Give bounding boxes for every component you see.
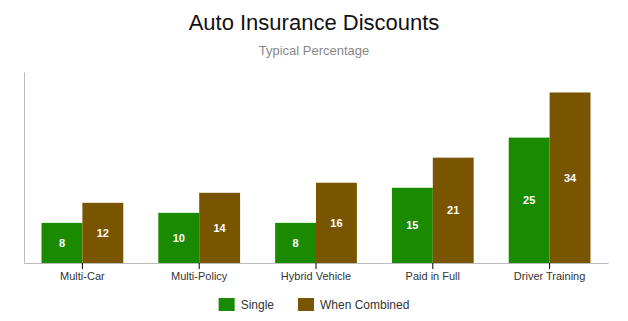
x-tick-mark xyxy=(82,263,83,269)
bar xyxy=(158,213,199,263)
x-axis: Multi-Car Multi-Policy Hybrid Vehicle Paid … xyxy=(25,263,609,282)
data-labels: 8 10 8 15 25 12 14 16 21 34 xyxy=(59,172,577,249)
x-tick-label: Multi-Car xyxy=(60,270,105,282)
bar xyxy=(275,223,316,263)
bar xyxy=(433,158,474,263)
bar xyxy=(199,193,240,263)
data-label: 15 xyxy=(406,219,418,231)
x-tick-label: Paid in Full xyxy=(406,270,460,282)
legend-label: When Combined xyxy=(320,298,409,312)
data-label: 10 xyxy=(173,232,185,244)
x-tick-mark xyxy=(432,263,433,269)
bar xyxy=(550,92,591,263)
bar xyxy=(509,138,550,263)
data-label: 8 xyxy=(292,237,298,249)
x-tick-mark xyxy=(199,263,200,269)
plot: 8 10 8 15 25 12 14 16 21 34 Multi-Car Multi-Policy H… xyxy=(25,73,609,282)
series xyxy=(82,92,590,263)
data-label: 21 xyxy=(447,204,459,216)
y-axis xyxy=(24,73,25,264)
x-tick-label: Multi-Policy xyxy=(171,270,228,282)
x-tick: Multi-Policy xyxy=(171,263,228,282)
bars xyxy=(42,92,591,263)
legend-swatch xyxy=(298,298,314,311)
data-label: 34 xyxy=(564,172,577,184)
subtitle: Typical Percentage xyxy=(259,43,370,58)
bar xyxy=(42,223,83,263)
x-tick-mark xyxy=(316,263,317,269)
title: Auto Insurance Discounts xyxy=(189,10,440,35)
data-label: 12 xyxy=(97,227,109,239)
x-tick: Hybrid Vehicle xyxy=(281,263,351,282)
data-label: 14 xyxy=(214,222,227,234)
series xyxy=(42,138,550,263)
y-axis-line xyxy=(24,73,25,264)
legend-swatch xyxy=(219,298,235,311)
bar xyxy=(82,203,123,263)
data-label: 25 xyxy=(523,194,535,206)
legend-item: When Combined xyxy=(298,298,409,312)
x-tick-mark xyxy=(549,263,550,269)
data-label: 16 xyxy=(330,217,342,229)
x-tick: Multi-Car xyxy=(60,263,105,282)
legend-item: Single xyxy=(219,298,275,312)
chart: Auto Insurance Discounts Typical Percenta… xyxy=(0,0,628,321)
bar xyxy=(316,183,357,263)
legend: Single When Combined xyxy=(219,298,410,312)
x-tick-label: Hybrid Vehicle xyxy=(281,270,351,282)
x-tick: Driver Training xyxy=(514,263,586,282)
bar xyxy=(392,188,433,263)
x-tick: Paid in Full xyxy=(406,263,460,282)
x-tick-label: Driver Training xyxy=(514,270,586,282)
legend-label: Single xyxy=(241,298,275,312)
data-label: 8 xyxy=(59,237,65,249)
